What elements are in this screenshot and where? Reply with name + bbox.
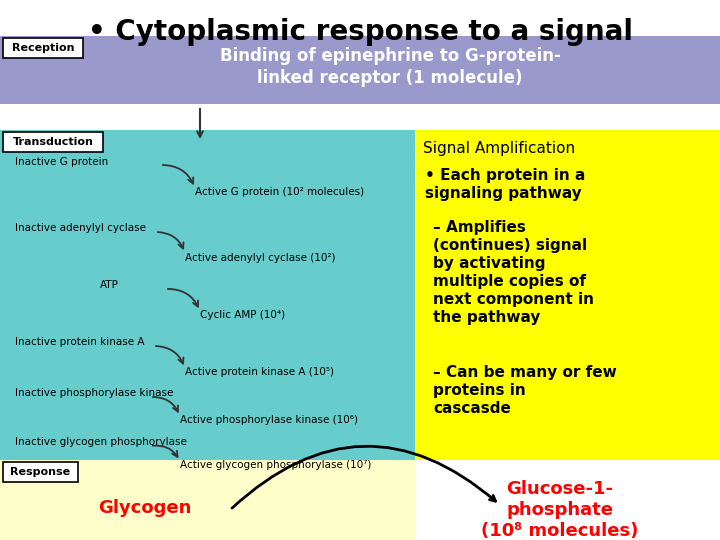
Text: Glucose-1-
phosphate
(10⁸ molecules): Glucose-1- phosphate (10⁸ molecules) — [481, 480, 639, 539]
FancyBboxPatch shape — [3, 132, 103, 152]
Text: – Can be many or few
proteins in
cascasde: – Can be many or few proteins in cascasd… — [433, 365, 617, 416]
Text: Cyclic AMP (10⁴): Cyclic AMP (10⁴) — [200, 310, 285, 320]
Text: Inactive protein kinase A: Inactive protein kinase A — [15, 337, 145, 347]
FancyBboxPatch shape — [3, 38, 83, 58]
Text: Transduction: Transduction — [12, 137, 94, 147]
Text: Inactive adenylyl cyclase: Inactive adenylyl cyclase — [15, 223, 146, 233]
Bar — [0, 36, 720, 104]
Text: • Cytoplasmic response to a signal: • Cytoplasmic response to a signal — [88, 18, 632, 46]
Text: Inactive glycogen phosphorylase: Inactive glycogen phosphorylase — [15, 437, 187, 447]
Text: Active adenylyl cyclase (10²): Active adenylyl cyclase (10²) — [185, 253, 336, 263]
Text: linked receptor (1 molecule): linked receptor (1 molecule) — [257, 69, 523, 87]
FancyBboxPatch shape — [3, 462, 78, 482]
Text: Glycogen: Glycogen — [99, 499, 192, 517]
Text: ATP: ATP — [100, 280, 119, 290]
Text: – Amplifies
(continues) signal
by activating
multiple copies of
next component i: – Amplifies (continues) signal by activa… — [433, 220, 594, 325]
Text: Response: Response — [10, 467, 70, 477]
Text: Active G protein (10² molecules): Active G protein (10² molecules) — [195, 187, 364, 197]
Text: Inactive phosphorylase kinase: Inactive phosphorylase kinase — [15, 388, 174, 398]
Text: • Each protein in a
signaling pathway: • Each protein in a signaling pathway — [425, 168, 585, 201]
Text: Reception: Reception — [12, 43, 74, 53]
Bar — [0, 460, 415, 540]
Text: Active protein kinase A (10⁵): Active protein kinase A (10⁵) — [185, 367, 334, 377]
Text: Active phosphorylase kinase (10⁶): Active phosphorylase kinase (10⁶) — [180, 415, 358, 425]
Text: Active glycogen phosphorylase (10⁷): Active glycogen phosphorylase (10⁷) — [180, 460, 372, 470]
Bar — [0, 130, 415, 460]
Text: Inactive G protein: Inactive G protein — [15, 157, 108, 167]
Bar — [415, 130, 720, 460]
Text: Signal Amplification: Signal Amplification — [423, 140, 575, 156]
Text: Binding of epinephrine to G-protein-: Binding of epinephrine to G-protein- — [220, 47, 560, 65]
